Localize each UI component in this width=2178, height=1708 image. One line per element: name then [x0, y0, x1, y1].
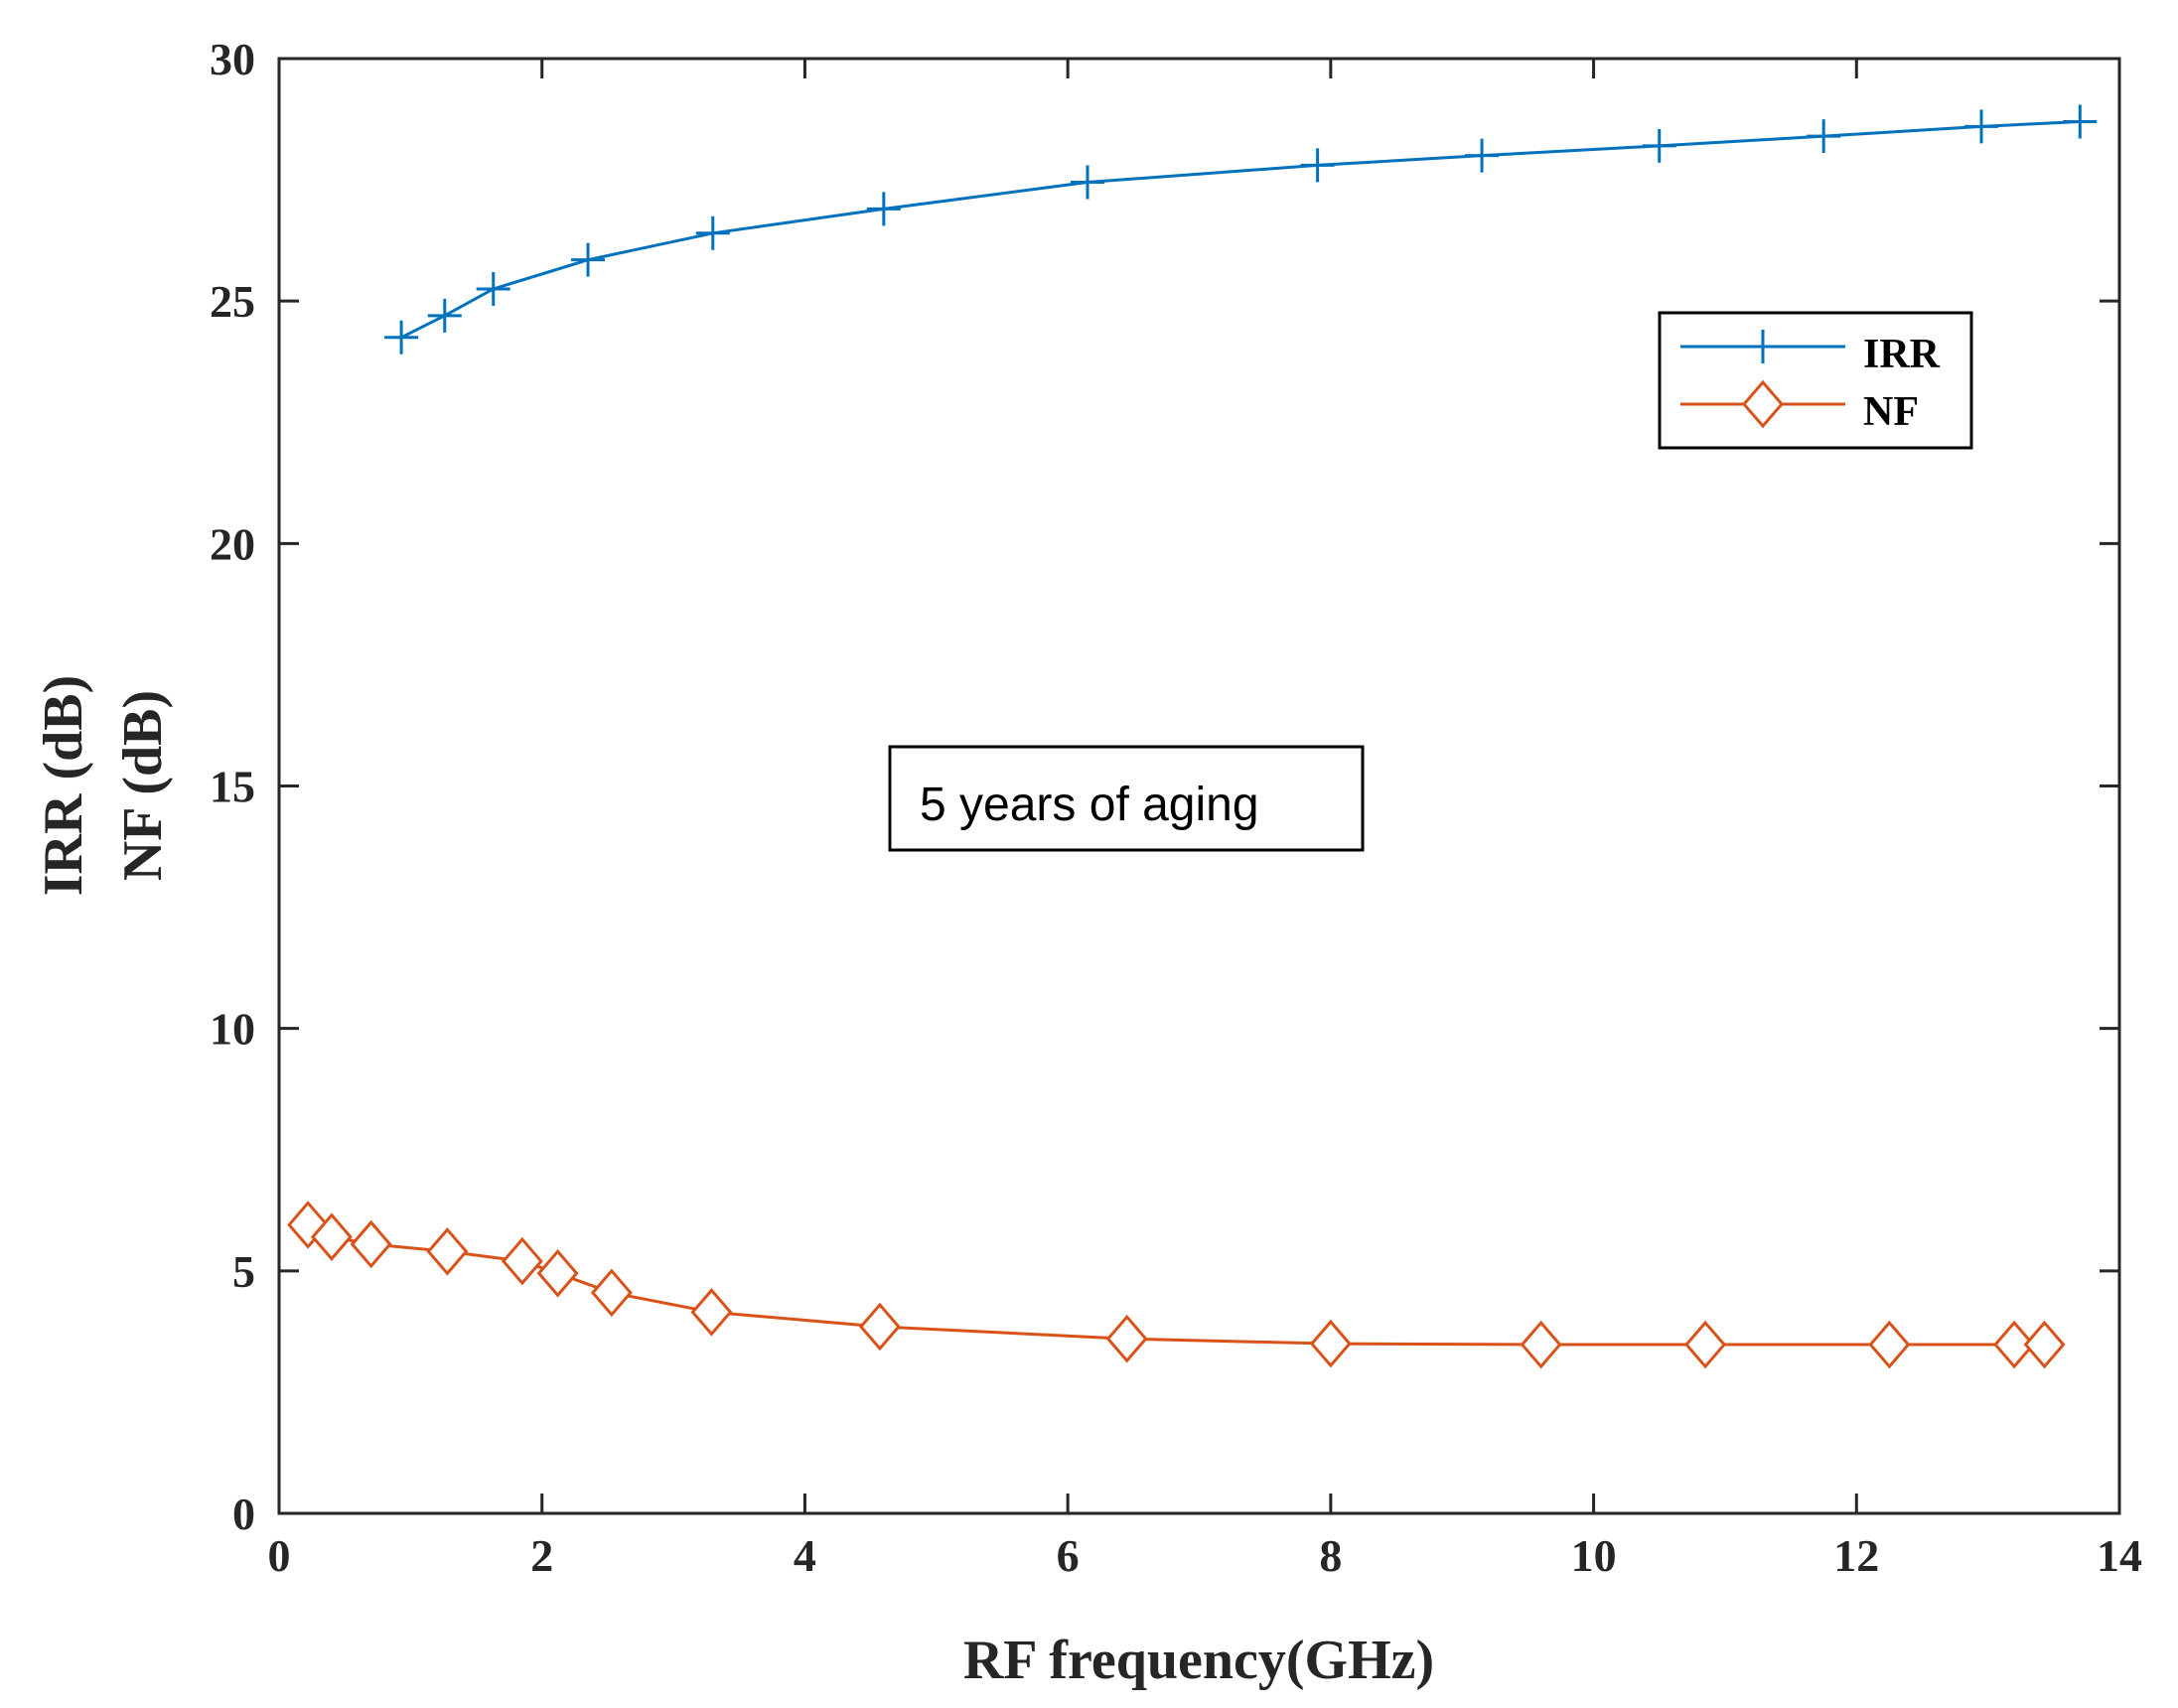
y-tick-label: 25	[210, 276, 255, 327]
data-point-irr	[1642, 128, 1676, 163]
x-tick-label: 6	[1057, 1530, 1080, 1581]
x-tick-label: 2	[530, 1530, 553, 1581]
y-axis-title-line-1: IRR (dB)	[33, 675, 94, 896]
annotation-text: 5 years of aging	[920, 779, 1259, 831]
series-line-nf	[307, 1223, 2045, 1347]
y-tick-label: 20	[210, 518, 255, 569]
data-point-nf	[1105, 1314, 1148, 1363]
legend-box	[1658, 311, 1973, 450]
series-nf	[287, 1201, 2066, 1369]
series-irr	[384, 104, 2098, 355]
data-point-nf	[690, 1288, 733, 1337]
y-tick-label: 0	[232, 1489, 255, 1539]
data-point-irr	[695, 215, 730, 250]
x-tick-label: 14	[2097, 1530, 2142, 1581]
data-point-nf	[858, 1302, 901, 1352]
data-point-irr	[1807, 119, 1841, 154]
y-tick-label: 10	[210, 1004, 255, 1055]
data-point-irr	[1300, 148, 1335, 183]
x-tick-label: 8	[1319, 1530, 1342, 1581]
x-axis-title: RF frequency(GHz)	[963, 1630, 1434, 1691]
legend-label-nf: NF	[1863, 389, 1919, 435]
y-tick-label: 30	[210, 34, 255, 84]
data-point-nf	[536, 1248, 579, 1298]
annotation: 5 years of aging	[888, 745, 1365, 852]
data-point-irr	[476, 271, 510, 306]
data-point-nf	[426, 1227, 469, 1276]
data-point-irr	[571, 242, 606, 277]
data-point-irr	[1465, 138, 1500, 173]
data-point-irr	[384, 320, 419, 355]
data-point-irr	[1964, 109, 1999, 144]
ticks-layer: 0 2 4 6 8 10 12 14 0 5 10 15 20 25 30	[210, 34, 2142, 1581]
legend-marker-nf	[1742, 379, 1784, 429]
data-point-nf	[501, 1236, 543, 1286]
series-layer	[287, 104, 2098, 1369]
x-tick-label: 4	[794, 1530, 816, 1581]
data-point-nf	[2023, 1320, 2066, 1369]
annotation-box	[888, 745, 1365, 852]
data-point-nf	[310, 1212, 353, 1261]
x-tick-label: 12	[1833, 1530, 1879, 1581]
data-point-nf	[1684, 1320, 1727, 1369]
y-axis-title-line-2: NF (dB)	[112, 690, 174, 881]
data-point-nf	[1868, 1320, 1911, 1369]
x-tick-label: 10	[1571, 1530, 1617, 1581]
legend-entries	[1680, 330, 1845, 429]
data-point-irr	[2063, 104, 2098, 139]
legend-label-irr: IRR	[1863, 332, 1941, 377]
legend-marker-irr	[1746, 330, 1780, 363]
data-point-nf	[1520, 1320, 1562, 1369]
data-point-nf	[1993, 1320, 2036, 1369]
data-point-nf	[590, 1268, 633, 1318]
y-tick-label: 15	[210, 762, 255, 812]
data-point-nf	[1309, 1319, 1352, 1368]
data-point-nf	[350, 1219, 392, 1269]
data-point-irr	[866, 192, 901, 226]
x-tick-label: 0	[268, 1530, 291, 1581]
data-point-irr	[427, 298, 462, 333]
y-tick-label: 5	[232, 1246, 255, 1297]
data-point-irr	[1071, 165, 1104, 200]
legend: IRR NF	[1658, 311, 1973, 450]
